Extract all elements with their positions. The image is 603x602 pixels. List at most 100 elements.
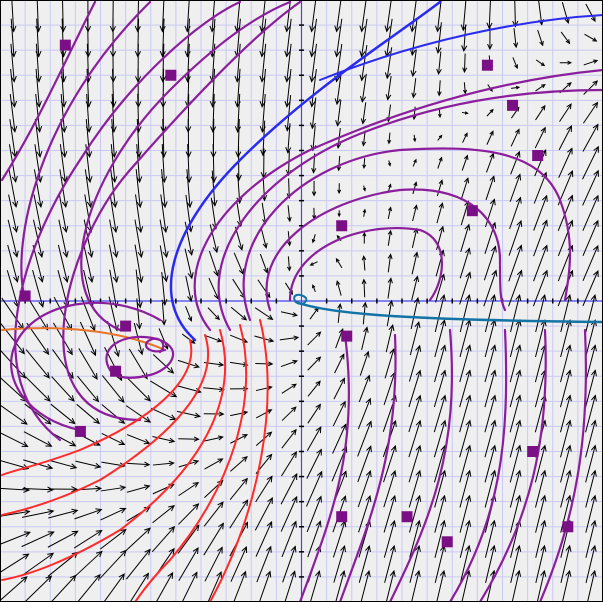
vector-arrow xyxy=(510,150,521,175)
vector-arrow xyxy=(433,369,447,408)
vector-arrow xyxy=(133,322,144,356)
trajectory-curve xyxy=(1,327,166,351)
vector-arrow xyxy=(436,179,444,197)
vector-arrow xyxy=(513,28,519,49)
vector-arrow xyxy=(385,324,395,353)
vector-arrow xyxy=(459,419,472,458)
vector-arrow xyxy=(125,405,152,423)
vector-arrow xyxy=(461,24,468,53)
vector-arrow xyxy=(409,321,421,356)
vector-arrow xyxy=(408,369,422,408)
vector-arrow xyxy=(0,531,31,545)
vector-arrow xyxy=(509,344,522,383)
vector-arrow xyxy=(209,68,216,108)
vector-arrow xyxy=(337,303,343,323)
vector-arrow xyxy=(582,194,599,231)
vector-arrow xyxy=(484,198,496,228)
vector-arrow xyxy=(437,108,442,119)
vector-arrow xyxy=(161,144,168,184)
vector-arrow xyxy=(152,504,175,524)
vector-arrow xyxy=(203,501,224,527)
vector-arrow xyxy=(332,423,347,454)
vector-arrow xyxy=(560,31,571,45)
vector-arrow xyxy=(282,545,297,583)
vector-arrow xyxy=(35,43,42,83)
vector-arrow xyxy=(535,83,546,92)
vector-arrow xyxy=(125,527,151,551)
vector-arrow xyxy=(535,293,547,333)
vector-arrow xyxy=(560,319,572,358)
vector-arrow xyxy=(383,494,397,533)
vector-arrow xyxy=(135,194,144,234)
vector-arrow xyxy=(411,275,420,301)
vector-arrow xyxy=(159,18,166,58)
vector-arrow xyxy=(161,302,167,326)
vector-arrow xyxy=(22,486,54,493)
vector-arrow xyxy=(176,410,201,419)
vector-arrow xyxy=(462,132,468,143)
vector-arrow xyxy=(435,0,442,33)
vector-arrow xyxy=(357,420,373,457)
vector-arrow xyxy=(284,18,292,58)
vector-arrow xyxy=(459,247,471,279)
vector-arrow xyxy=(409,494,422,533)
vector-arrow xyxy=(178,547,199,582)
vector-arrow xyxy=(383,444,397,483)
vector-arrow xyxy=(136,144,143,184)
vector-arrow xyxy=(204,546,223,582)
vector-arrow xyxy=(461,111,469,115)
vector-arrow xyxy=(84,169,93,209)
vector-arrow xyxy=(8,169,19,208)
vector-arrow xyxy=(184,18,191,58)
square-marker-icon xyxy=(165,69,177,81)
vector-arrow xyxy=(484,293,497,333)
vector-arrow xyxy=(534,444,547,483)
vector-arrow xyxy=(125,376,152,402)
vector-arrow xyxy=(235,118,242,159)
trajectory-curve xyxy=(1,334,210,516)
vector-arrow xyxy=(582,219,599,256)
vector-arrow xyxy=(409,544,421,583)
trajectory-curve xyxy=(388,328,454,602)
vector-arrow xyxy=(411,78,417,99)
vector-arrow xyxy=(229,361,249,367)
vector-arrow xyxy=(229,499,249,529)
vector-arrow xyxy=(48,486,78,493)
vector-arrow xyxy=(0,349,27,379)
vector-arrow xyxy=(279,335,300,341)
vector-arrow xyxy=(76,403,101,425)
vector-arrow xyxy=(585,293,597,333)
vector-arrow xyxy=(585,494,597,533)
vector-arrow xyxy=(161,169,168,209)
vector-arrow xyxy=(434,293,446,333)
vector-arrow xyxy=(178,436,200,442)
vector-arrow xyxy=(386,299,394,327)
vector-arrow xyxy=(435,22,442,55)
vector-arrow xyxy=(126,484,151,493)
vector-arrow xyxy=(560,469,572,508)
vector-arrow xyxy=(387,253,393,273)
vector-arrow xyxy=(358,374,371,403)
vector-arrow xyxy=(281,520,297,558)
vector-arrow xyxy=(85,118,93,159)
vector-arrow xyxy=(535,494,547,533)
vector-arrow xyxy=(8,194,19,233)
vector-arrow xyxy=(385,75,392,101)
vector-arrow xyxy=(204,458,224,470)
vector-arrow xyxy=(209,0,216,33)
vector-arrow xyxy=(512,0,519,28)
vector-arrow xyxy=(60,119,68,158)
vector-arrow xyxy=(510,293,522,333)
vector-arrow xyxy=(186,169,193,209)
vector-arrow xyxy=(560,419,572,458)
vector-arrow xyxy=(260,228,268,249)
vector-arrow xyxy=(307,356,322,371)
vector-arrow xyxy=(535,59,546,67)
vector-arrow xyxy=(433,394,447,433)
vector-arrow xyxy=(208,250,219,277)
vector-arrow xyxy=(309,97,317,130)
vector-arrow xyxy=(229,477,248,500)
vector-arrow xyxy=(436,202,444,224)
vector-arrow xyxy=(459,494,472,533)
